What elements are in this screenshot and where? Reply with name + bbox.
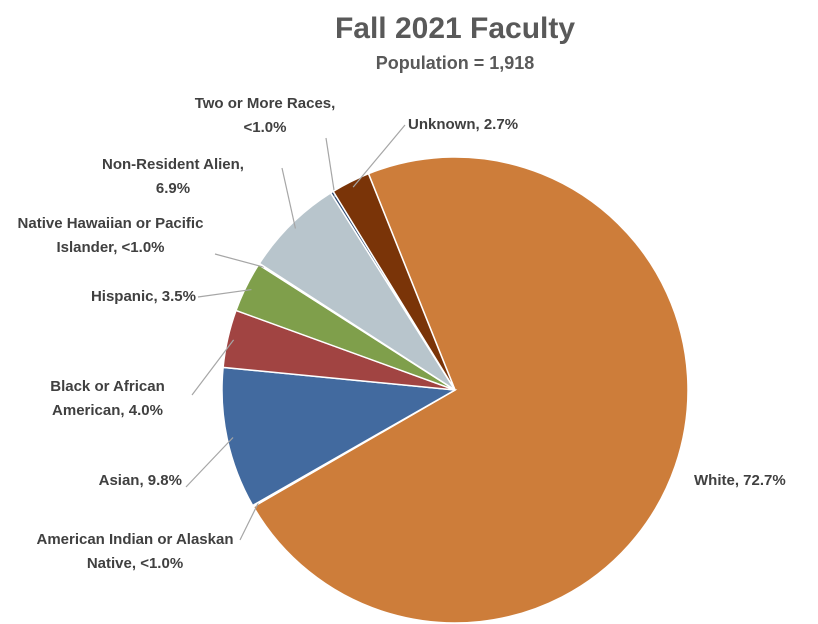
data-label: Two or More Races, <1.0% — [180, 92, 350, 140]
label-value: 72.7% — [743, 472, 786, 489]
leader-line — [191, 339, 235, 396]
leader-line — [197, 288, 252, 298]
label-category: Unknown, — [408, 116, 480, 133]
label-category: Asian, — [98, 472, 144, 489]
label-category: American Indian or Alaskan Native, — [36, 531, 234, 572]
label-category: White, — [694, 472, 739, 489]
pie-slice — [332, 172, 456, 391]
data-label: Asian, 9.8% — [0, 469, 182, 493]
label-value: 2.7% — [483, 116, 519, 133]
data-label: Hispanic, 3.5% — [0, 285, 196, 309]
leader-line — [239, 502, 259, 541]
chart-title: Fall 2021 Faculty — [335, 12, 575, 45]
label-category: Black or African American, — [50, 378, 165, 419]
label-value: <1.0% — [140, 555, 184, 572]
leader-line — [214, 253, 265, 268]
label-value: 3.5% — [161, 288, 196, 305]
label-value: 4.0% — [128, 402, 163, 419]
leader-line — [325, 137, 336, 198]
data-label: Non-Resident Alien, 6.9% — [88, 153, 258, 201]
data-label: Black or African American, 4.0% — [20, 375, 195, 423]
label-value: <1.0% — [121, 239, 165, 256]
label-value: 9.8% — [147, 472, 182, 489]
pie-slice — [221, 366, 458, 507]
pie-slice — [252, 156, 689, 624]
leader-line — [185, 437, 234, 488]
data-label: American Indian or Alaskan Native, <1.0% — [35, 528, 235, 576]
label-category: Two or More Races, — [194, 95, 336, 112]
leader-line — [281, 167, 297, 229]
data-label: Unknown, 2.7% — [408, 113, 608, 137]
leader-line — [352, 124, 406, 188]
label-category: Hispanic, — [90, 288, 158, 305]
label-category: Native Hawaiian or Pacific Islander, — [17, 215, 204, 256]
data-label: White, 72.7% — [694, 469, 818, 493]
label-category: Non-Resident Alien, — [102, 156, 244, 173]
label-value: <1.0% — [243, 119, 287, 136]
data-label: Native Hawaiian or Pacific Islander, <1.… — [8, 212, 213, 260]
label-value: 6.9% — [155, 180, 191, 197]
chart-subtitle: Population = 1,918 — [376, 53, 535, 73]
